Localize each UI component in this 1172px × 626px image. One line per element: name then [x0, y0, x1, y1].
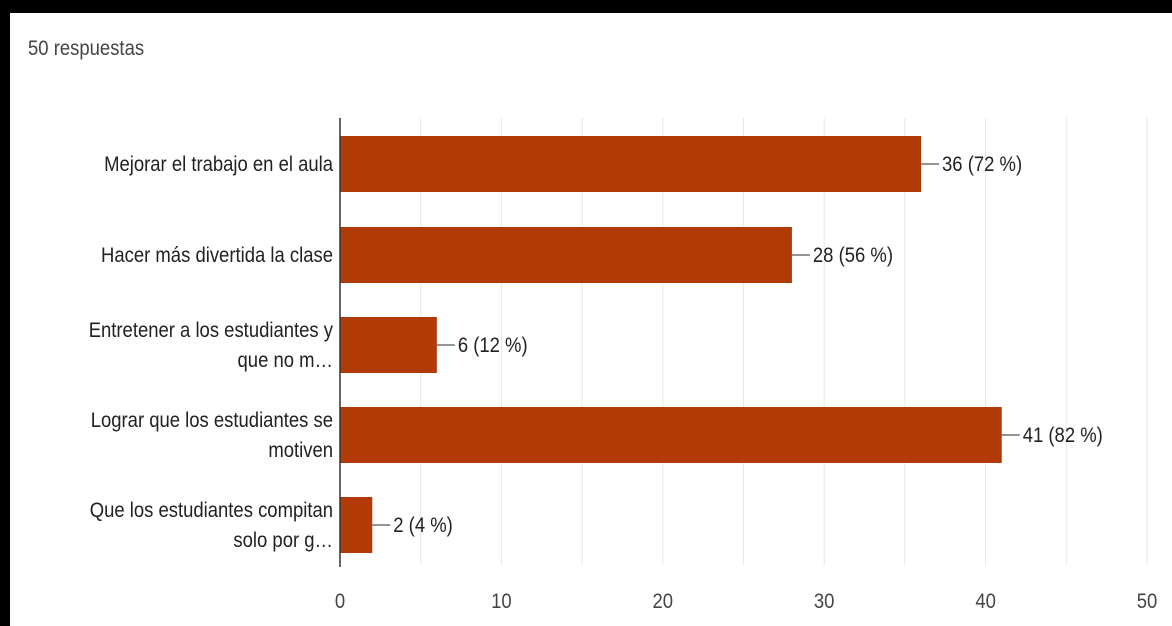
response-count: 50 respuestas — [28, 37, 145, 60]
x-tick-label: 0 — [335, 590, 345, 613]
category-label: Mejorar el trabajo en el aula — [104, 153, 333, 176]
category-label: Que los estudiantes compitan — [90, 499, 333, 522]
category-label: Hacer más divertida la clase — [101, 244, 333, 267]
category-label: Entretener a los estudiantes y — [89, 319, 333, 342]
x-tick-label: 40 — [975, 590, 996, 613]
value-label: 2 (4 %) — [393, 514, 453, 537]
bar — [340, 497, 373, 553]
x-tick-label: 50 — [1137, 590, 1158, 613]
category-label: Lograr que los estudiantes se — [91, 409, 333, 432]
bar — [340, 317, 437, 373]
value-label: 41 (82 %) — [1023, 424, 1103, 447]
bar — [340, 136, 922, 192]
x-tick-label: 10 — [491, 590, 512, 613]
category-label: solo por g… — [233, 529, 333, 552]
x-tick-label: 30 — [814, 590, 835, 613]
value-label: 36 (72 %) — [942, 153, 1022, 176]
value-label: 6 (12 %) — [458, 334, 528, 357]
chart-panel: 50 respuestas — [10, 13, 1172, 626]
value-label: 28 (56 %) — [813, 244, 893, 267]
category-label: que no m… — [238, 349, 333, 372]
bar — [340, 227, 792, 283]
category-label: motiven — [268, 439, 333, 462]
bar — [340, 407, 1002, 463]
x-tick-label: 20 — [653, 590, 674, 613]
